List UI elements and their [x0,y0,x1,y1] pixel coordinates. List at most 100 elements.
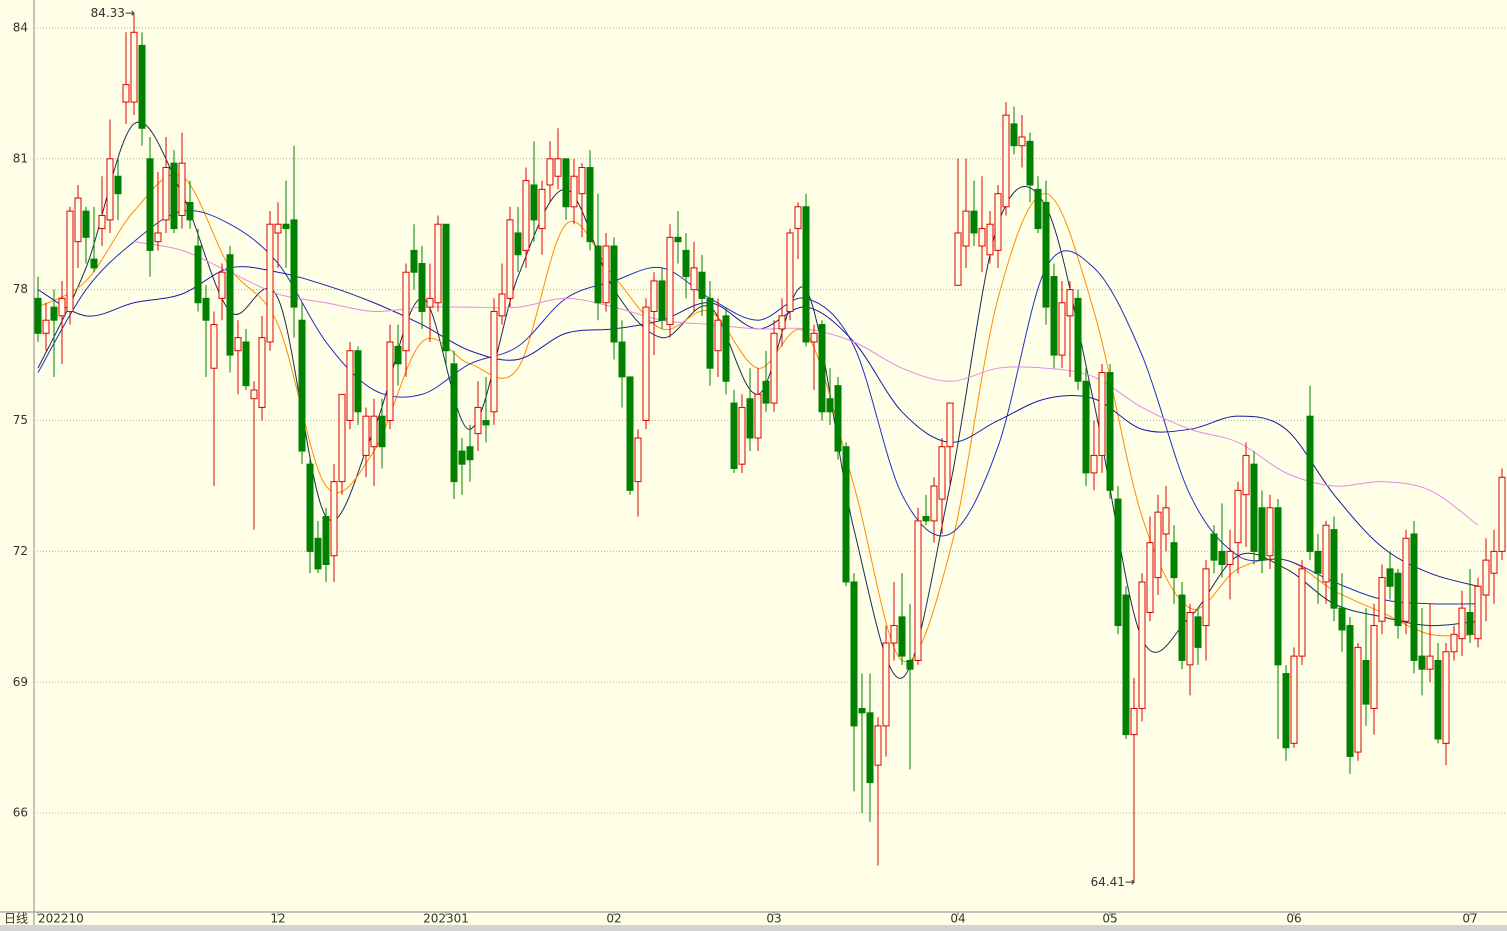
candle-body [538,188,546,230]
candle-body [362,415,370,456]
candle-body [922,516,930,522]
candle-body [98,215,106,230]
candle-body [1186,611,1194,666]
candle-body [178,162,186,217]
candle-body [818,324,826,413]
candle-body [666,236,674,326]
candle-body [1298,568,1306,657]
candle-body [234,337,242,352]
candle-body [82,210,90,238]
y-tick-label: 72 [13,544,28,558]
candle-body [826,398,834,413]
candle-body [1106,372,1114,491]
candle-body [146,158,154,251]
candle-body [1386,568,1394,587]
candle-body [1058,302,1066,356]
candle-body [954,232,962,286]
candle-body [754,393,762,439]
candle-body [1082,380,1090,474]
x-tick-label: 06 [1286,912,1301,926]
candle-body [1234,489,1242,544]
candle-body [1474,585,1482,640]
y-tick-label: 81 [13,151,28,165]
x-tick-label: 02 [606,912,621,926]
candle-body [1026,140,1034,186]
candle-body [154,232,162,243]
candle-body [1002,114,1010,208]
candle-body [506,219,514,299]
candle-body [330,481,338,557]
candle-body [554,158,562,177]
candle-body [938,446,946,500]
candle-body [138,44,146,129]
candle-body [802,206,810,343]
candle-body [466,446,474,461]
candle-body [890,625,898,644]
candle-body [1282,673,1290,749]
candle-body [498,293,506,317]
x-tick-label: 04 [950,912,965,926]
candle-body [194,245,202,304]
candle-body [1290,655,1298,744]
candle-body [266,223,274,343]
candle-body [210,324,218,369]
candle-body [546,158,554,186]
candle-body [490,310,498,413]
candle-body [1338,607,1346,631]
candle-body [1146,542,1154,613]
candle-body [706,297,714,369]
candle-body [1314,550,1322,574]
x-tick-label: 202301 [423,912,469,926]
candle-body [442,223,450,352]
candle-body [1466,611,1474,635]
candle-body [970,210,978,234]
candle-body [282,223,290,230]
candle-body [1330,529,1338,609]
candle-body [258,337,266,408]
candle-body [978,228,986,247]
candle-body [1090,454,1098,474]
candle-body [514,232,522,256]
candle-body [1122,594,1130,736]
x-tick-label: 07 [1462,912,1477,926]
extreme-annotation: 64.41→ [1091,875,1135,889]
candle-body [1418,655,1426,670]
candle-body [1346,625,1354,757]
candle-body [906,659,914,670]
candle-body [1498,476,1506,552]
candle-body [858,707,866,714]
candle-body [618,341,626,378]
candle-body [762,380,770,404]
candle-body [530,184,538,221]
candle-body [250,389,258,400]
candle-body [1154,511,1162,579]
candle-body [842,446,850,583]
candle-body [962,210,970,247]
candle-body [866,712,874,784]
candle-body [1274,507,1282,666]
x-tick-label: 12 [270,912,285,926]
candle-body [1370,625,1378,709]
candle-body [1306,415,1314,552]
candle-body [1042,201,1050,308]
candle-body [226,254,234,356]
candle-body [650,280,658,312]
candle-body [306,463,314,552]
candle-body [642,306,650,422]
moving-average-line [37,266,1479,587]
candle-body [1162,507,1170,535]
candle-body [42,319,50,334]
candle-body [1442,651,1450,744]
candle-body [1242,454,1250,496]
candle-body [274,223,282,234]
candle-body [378,415,386,448]
x-tick-label: 05 [1102,912,1117,926]
candle-body [162,167,170,221]
candle-body [898,616,906,657]
candle-body [338,393,346,483]
candle-body [1378,577,1386,622]
candle-body [1410,533,1418,661]
candle-body [1210,533,1218,561]
candle-body [1130,707,1138,736]
candle-body [74,197,82,243]
